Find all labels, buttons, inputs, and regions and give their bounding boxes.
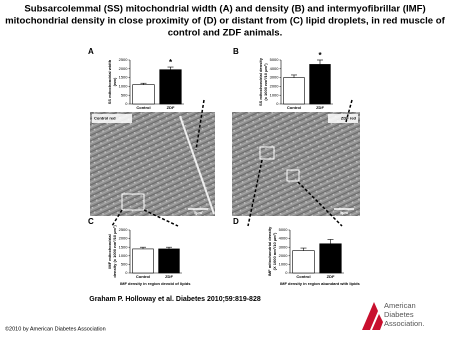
x-tick-label: Control: [287, 105, 301, 110]
x-tick-label: ZDF: [316, 105, 324, 110]
panel-label: D: [233, 217, 239, 226]
y-tick-label: 2000: [119, 66, 129, 71]
citation: Graham P. Holloway et al. Diabetes 2010;…: [89, 296, 261, 303]
y-axis-label: (nm): [112, 77, 117, 86]
micrograph: ZDF red 5µm: [232, 112, 360, 216]
logo-text: Association.: [384, 319, 424, 328]
y-tick-label: 0: [285, 270, 288, 275]
scale-bar-label: 5µm: [340, 210, 349, 215]
micrograph: Control red 5µm: [90, 112, 215, 216]
logo-text: American: [384, 301, 416, 310]
x-axis-label: IMF density in region abundant with lipi…: [280, 281, 361, 286]
y-axis-label: IMF mitochondrial: [107, 234, 112, 268]
bar: [158, 248, 180, 274]
y-tick-label: 4000: [270, 66, 280, 71]
bar: [132, 248, 154, 274]
panel-label: C: [88, 217, 94, 226]
x-tick-label: ZDF: [165, 274, 173, 279]
bar: [309, 64, 331, 105]
x-tick-label: Control: [296, 274, 310, 279]
significance-mark: *: [169, 58, 173, 67]
y-tick-label: 3000: [270, 75, 280, 80]
bar: [132, 84, 155, 105]
title-line: control and ZDF animals.: [168, 28, 283, 39]
bar: [319, 243, 342, 274]
y-tick-label: 1500: [119, 75, 129, 80]
significance-mark: *: [318, 51, 322, 60]
y-axis-label: (X 1000 nm²/10 µm²): [272, 232, 277, 270]
x-axis-label: IMF density in region devoid of lipids: [120, 281, 191, 286]
bar: [283, 77, 305, 105]
y-tick-label: 5000: [270, 57, 280, 62]
y-axis-label: SS mitochondrial density: [258, 57, 263, 106]
bar: [159, 69, 182, 105]
logo-text: Diabetes: [384, 310, 414, 319]
micrograph-label: ZDF red: [341, 116, 357, 121]
y-tick-label: 2500: [119, 227, 129, 232]
y-tick-label: 3000: [279, 244, 289, 249]
y-tick-label: 0: [125, 270, 128, 275]
y-tick-label: 1000: [270, 92, 280, 97]
y-tick-label: 500: [121, 261, 128, 266]
x-tick-label: Control: [136, 105, 150, 110]
panel-label: A: [88, 47, 94, 56]
x-tick-label: ZDF: [327, 274, 335, 279]
x-tick-label: ZDF: [167, 105, 175, 110]
y-tick-label: 1000: [119, 83, 129, 88]
y-tick-label: 2000: [270, 83, 280, 88]
micrograph-label: Control red: [94, 116, 116, 121]
y-axis-label: SS mitochondrial width: [107, 59, 112, 104]
y-tick-label: 2000: [279, 253, 289, 258]
y-tick-label: 5000: [279, 227, 289, 232]
y-tick-label: 2500: [119, 57, 129, 62]
y-tick-label: 1000: [119, 253, 129, 258]
scale-bar-label: 5µm: [194, 210, 203, 215]
x-tick-label: Control: [136, 274, 150, 279]
panel-label: B: [233, 47, 239, 56]
y-axis-label: density (x 1000 nm²/10 µm²): [112, 225, 117, 278]
bar: [292, 250, 315, 274]
y-axis-label: (x 1000 nm²/10 µm²): [263, 63, 268, 101]
title-line: mitochondrial density in close proximity…: [5, 16, 446, 27]
connector-lines: [111, 99, 353, 227]
y-tick-label: 0: [125, 101, 128, 106]
copyright: ©2010 by American Diabetes Association: [5, 325, 106, 332]
y-tick-label: 1500: [119, 244, 129, 249]
y-tick-label: 4000: [279, 236, 289, 241]
y-tick-label: 500: [121, 92, 128, 97]
y-tick-label: 2000: [119, 236, 129, 241]
title-line: Subsarcolemmal (SS) mitochondrial width …: [24, 4, 425, 15]
y-tick-label: 1000: [279, 261, 289, 266]
y-axis-label: IMF mitochondrial density: [267, 226, 272, 276]
logo: American Diabetes Association.: [362, 301, 424, 330]
y-tick-label: 0: [276, 101, 279, 106]
